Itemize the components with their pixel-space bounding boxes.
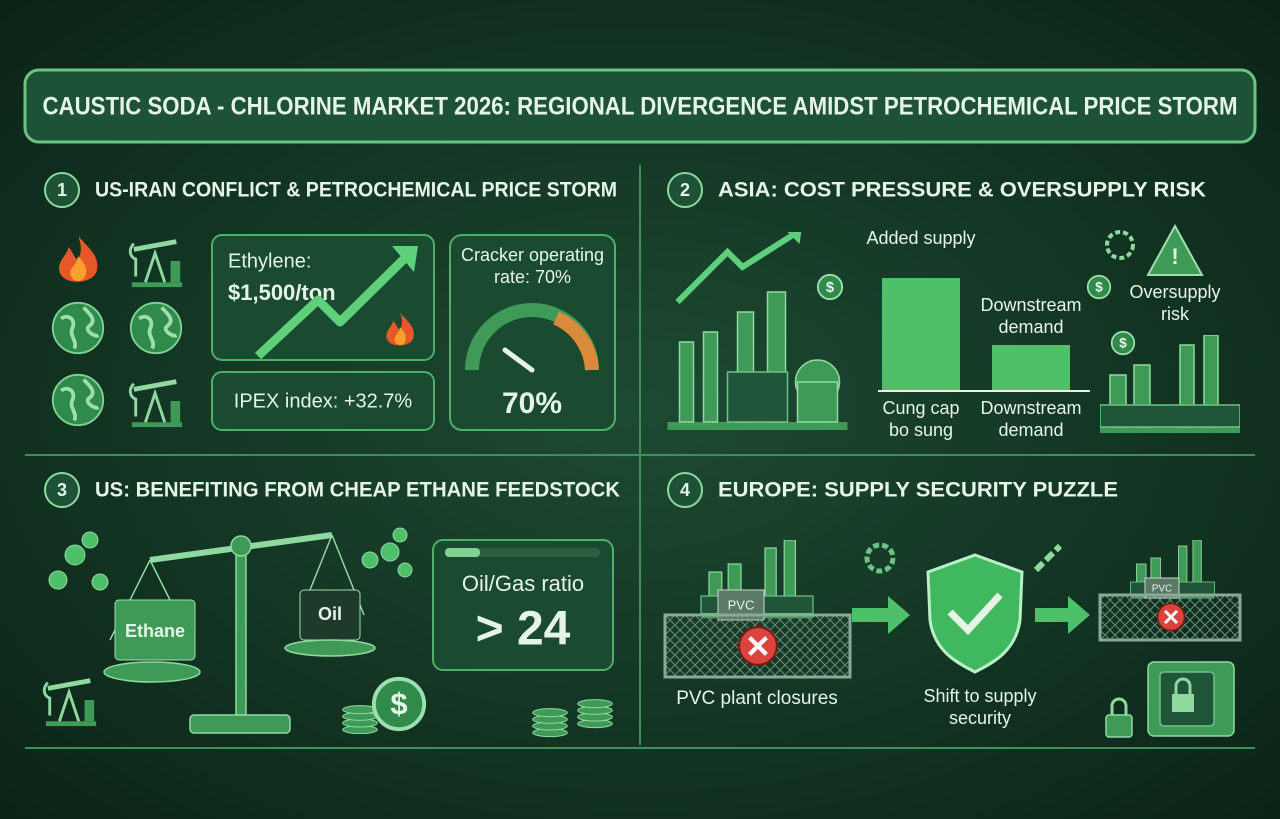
panel-3-icon-icon <box>81 531 99 549</box>
panel-2-icon <box>1105 230 1135 260</box>
bar-caption: Downstream demand <box>980 398 1082 440</box>
panel-3-icon-icon <box>48 570 68 590</box>
panel-4-icon <box>852 596 910 634</box>
panel-3-icon <box>284 639 376 657</box>
panel-4-icon <box>1035 596 1090 634</box>
panel-1-icon <box>50 372 106 428</box>
panel-1-icon <box>211 234 435 361</box>
ratio-label: Oil/Gas ratio <box>462 571 584 596</box>
panel-3-icon-icon <box>397 562 413 578</box>
title-box <box>23 68 1257 144</box>
panel-1-icon <box>50 300 106 356</box>
panel-2-icon: ! <box>1171 244 1178 269</box>
panel-4-icon <box>1110 697 1128 715</box>
panel-number: 1 <box>57 180 67 200</box>
panel-3-icon-icon <box>361 551 379 569</box>
panel-4-icon <box>1172 694 1194 712</box>
pvc-sign: PVC <box>728 597 755 612</box>
panel-heading: EUROPE: SUPPLY SECURITY PUZZLE <box>718 479 1118 502</box>
panel-3-icon-icon <box>392 527 408 543</box>
panel-2: 2 ASIA: COST PRESSURE & OVERSUPPLY RISK … <box>667 172 1240 440</box>
panel-4-icon <box>1174 677 1192 694</box>
ethylene-label: Ethylene: <box>228 250 311 272</box>
panel-number: 2 <box>680 180 690 200</box>
panel-3-icon <box>103 661 201 683</box>
gauge-label: 70% <box>502 387 562 420</box>
bar-label: Downstream demand <box>980 295 1082 337</box>
panel-1-icon <box>502 347 535 373</box>
bar-caption: Cung cap bo sung <box>882 398 960 440</box>
panel-1-icon <box>44 172 80 208</box>
panel-heading: US-IRAN CONFLICT & PETROCHEMICAL PRICE S… <box>95 179 617 202</box>
panel-1-icon <box>128 300 184 356</box>
panel-3-icon <box>44 472 80 508</box>
panel-3-icon-icon <box>380 542 400 562</box>
panel-2-icon <box>882 278 960 390</box>
panel-heading: ASIA: COST PRESSURE & OVERSUPPLY RISK <box>718 179 1206 202</box>
panel-3-icon <box>445 548 480 557</box>
panel-2-icon <box>667 172 703 208</box>
panel-4-icon <box>1105 714 1133 738</box>
closures-label: PVC plant closures <box>676 688 838 709</box>
panel-3-icon <box>445 548 600 557</box>
panel-3-icon <box>189 714 291 734</box>
shift-label: Shift to supply security <box>923 686 1037 728</box>
panel-1-icon <box>552 311 599 371</box>
panel-3-icon <box>230 535 252 557</box>
panel-2-icon <box>1110 330 1136 356</box>
panel-3-icon-icon <box>64 544 86 566</box>
panel-2-icon <box>1146 223 1204 276</box>
panel-number: 4 <box>680 480 690 500</box>
pvc-sign: PVC <box>1152 584 1173 595</box>
panel-1-icon <box>392 246 418 272</box>
panel-heading: US: BENEFITING FROM CHEAP ETHANE FEEDSTO… <box>95 479 620 502</box>
panel-3-icon <box>371 676 427 732</box>
panel-4-icon <box>864 542 896 574</box>
panel-1: 1 US-IRAN CONFLICT & PETROCHEMICAL PRICE… <box>44 172 617 431</box>
panel-3-icon <box>48 527 413 591</box>
oil-label: Oil <box>318 604 342 624</box>
panel-3-icon <box>576 698 614 729</box>
title: CAUSTIC SODA - CHLORINE MARKET 2026: REG… <box>43 93 1238 121</box>
panel-1-icon <box>449 234 616 431</box>
panel-3-icon-icon <box>91 573 109 591</box>
ethane-label: Ethane <box>125 621 185 641</box>
ratio-value: > 24 <box>476 603 571 656</box>
panel-3-icon <box>532 708 568 738</box>
panel-4-icon <box>1033 543 1063 573</box>
panel-1-icon <box>211 371 435 431</box>
panel-4: 4 EUROPE: SUPPLY SECURITY PUZZLE PVC PVC… <box>663 472 1242 738</box>
panel-2-icon <box>1086 274 1112 300</box>
panel-1-icon <box>254 254 409 360</box>
panel-4-icon <box>947 592 1003 636</box>
panel-3: 3 US: BENEFITING FROM CHEAP ETHANE FEEDS… <box>44 472 620 738</box>
ipex-index: IPEX index: +32.7% <box>234 390 413 412</box>
bar-label: Added supply <box>866 228 976 248</box>
risk-label: Oversupply risk <box>1129 282 1221 324</box>
panel-4-icon <box>926 553 1024 674</box>
cracker-rate: Cracker operating rate: 70% <box>460 245 605 287</box>
panel-4-icon <box>667 472 703 508</box>
panel-3-icon <box>114 599 196 661</box>
panel-4-icon <box>1156 602 1186 632</box>
panel-2-icon <box>992 345 1070 390</box>
panel-3-icon <box>342 705 378 734</box>
panel-3-icon <box>432 539 614 671</box>
panel-4-icon <box>739 627 777 665</box>
panel-number: 3 <box>57 480 67 500</box>
panel-2-icon <box>816 273 844 301</box>
panel-3-icon <box>235 544 247 716</box>
